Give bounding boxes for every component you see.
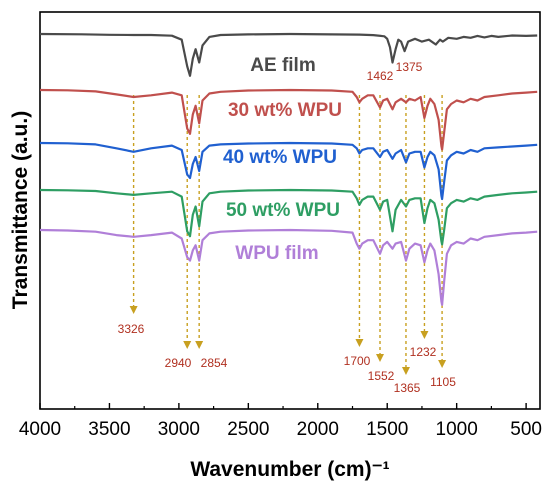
series-labels: AE film 30 wt% WPU 40 wt% WPU 50 wt% WPU WPU… (223, 55, 342, 264)
x-tick-label: 4000 (19, 419, 61, 440)
series-label: WPU film (235, 243, 318, 264)
y-axis-title: Transmittance (a.u.) (9, 111, 32, 309)
series-line (39, 188, 538, 246)
x-axis-title: Wavenumber (cm)⁻¹ (190, 458, 389, 481)
series-label: 50 wt% WPU (226, 200, 340, 221)
annotation-arrow (401, 367, 410, 375)
annotation-arrow (195, 341, 204, 349)
x-tick-label: 3000 (158, 419, 200, 440)
series-line (39, 88, 538, 151)
series-line (39, 141, 538, 201)
series-line (39, 32, 538, 77)
x-tick-label: 1000 (436, 419, 478, 440)
series-layer (39, 32, 538, 306)
peak-label: 2940 (165, 356, 192, 370)
series-label: AE film (250, 55, 315, 76)
annotation-arrow (355, 339, 364, 347)
x-axis-ticks: 4000 3500 3000 2500 2000 1500 1000 500 (19, 403, 542, 440)
x-tick-label: 2000 (297, 419, 339, 440)
peak-label: 1552 (368, 369, 395, 383)
x-tick-label: 500 (510, 419, 542, 440)
peak-label: 1462 (367, 69, 394, 83)
x-tick-label: 1500 (366, 419, 408, 440)
annotation-arrow (183, 341, 192, 349)
series-label: 40 wt% WPU (223, 147, 337, 168)
peak-label: 1700 (344, 354, 371, 368)
series-label: 30 wt% WPU (228, 100, 342, 121)
peak-label: 1375 (396, 60, 423, 74)
series-line (39, 228, 538, 306)
peak-label: 2854 (201, 356, 228, 370)
annotation-arrow (438, 360, 447, 368)
annotation-arrow (129, 306, 138, 314)
peak-label: 1365 (394, 381, 421, 395)
annotation-arrow (376, 354, 384, 362)
x-tick-label: 2500 (227, 419, 269, 440)
peak-label: 1105 (430, 375, 456, 389)
annotation-arrow (420, 331, 429, 339)
peak-label: 3326 (118, 322, 145, 336)
peak-label: 1232 (410, 345, 437, 359)
x-tick-label: 3500 (88, 419, 130, 440)
plot-frame (39, 11, 541, 410)
